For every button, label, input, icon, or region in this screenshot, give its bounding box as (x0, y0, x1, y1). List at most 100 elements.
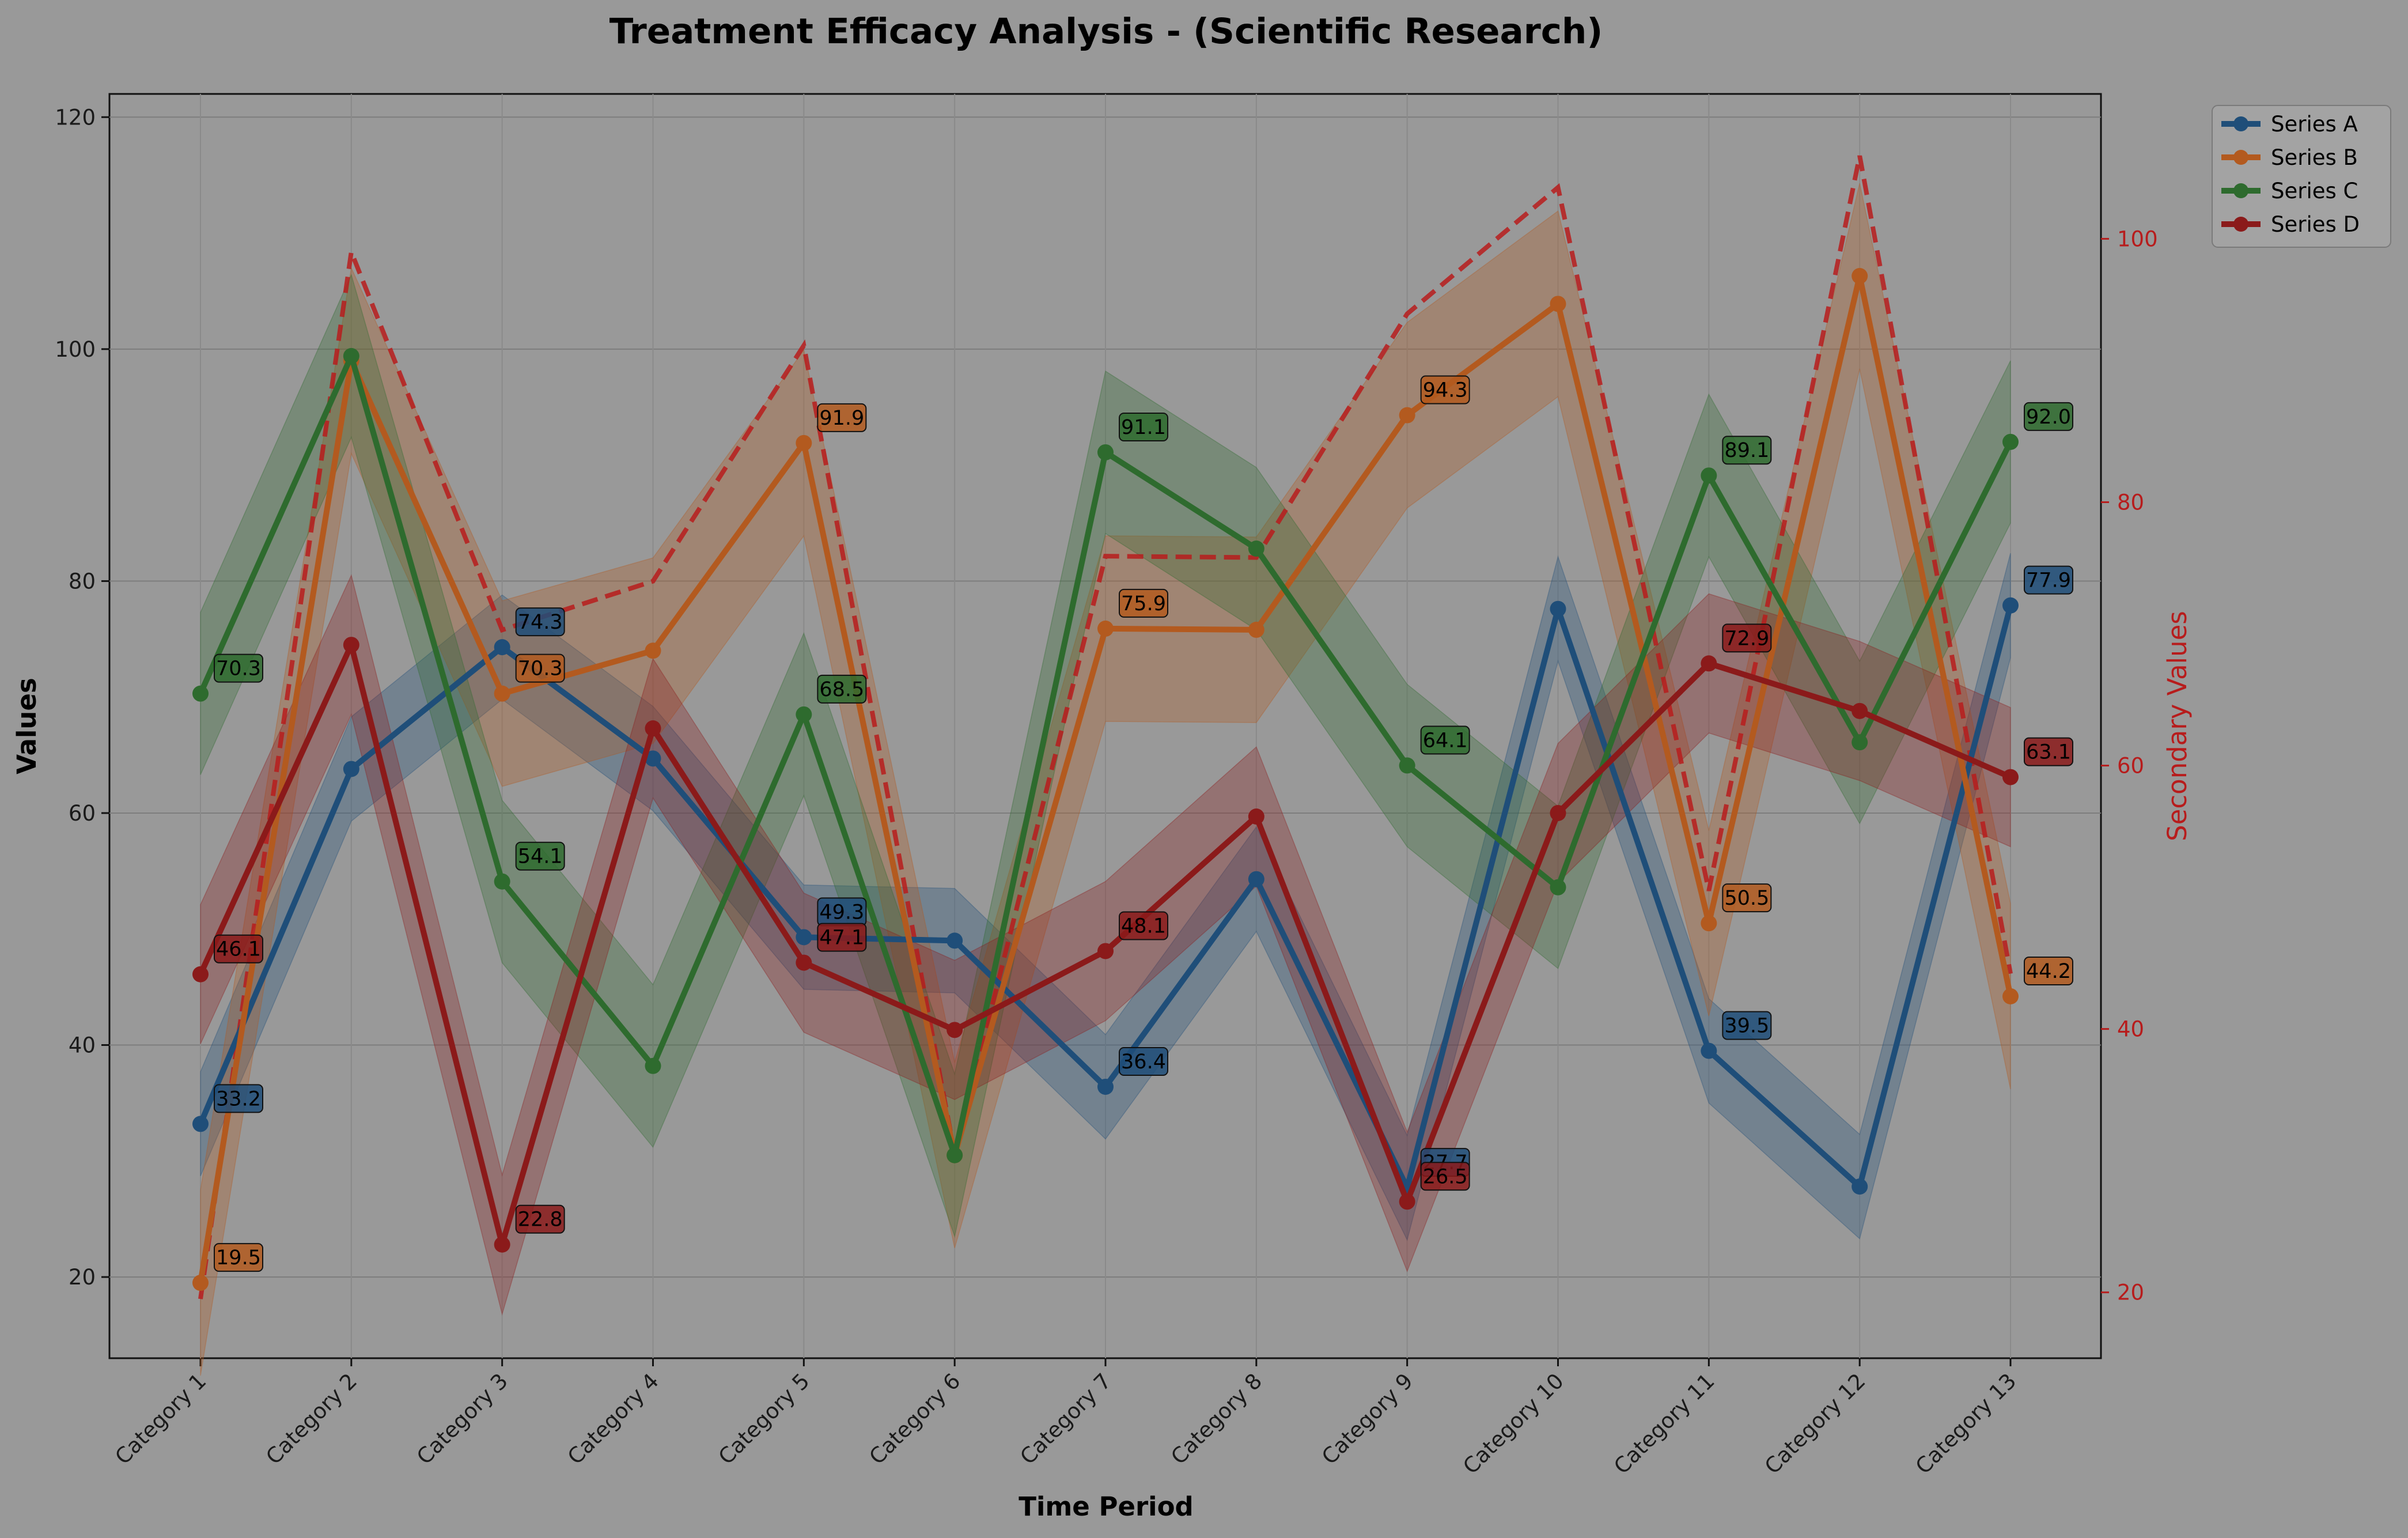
data-label: 39.5 (1724, 1015, 1769, 1038)
data-label-box (214, 934, 263, 963)
data-point (1248, 541, 1264, 557)
data-point (796, 706, 812, 723)
data-label-box (1119, 911, 1168, 940)
confidence-band (200, 183, 2011, 1376)
data-point (1399, 1193, 1415, 1210)
data-point (645, 643, 661, 659)
data-label-box (817, 674, 867, 704)
data-label-box (817, 923, 867, 952)
data-point (1550, 600, 1566, 617)
data-label: 48.1 (1121, 915, 1166, 938)
data-label: 54.1 (518, 845, 563, 868)
y2-tick-label: 60 (2117, 754, 2144, 779)
data-point (343, 761, 359, 777)
y2-tick-label: 40 (2117, 1017, 2144, 1042)
data-point (645, 750, 661, 767)
data-label-box (1420, 1162, 1470, 1191)
data-label-box (2024, 737, 2073, 766)
data-label-box (1722, 436, 1772, 465)
data-label: 77.9 (2026, 569, 2071, 592)
legend-label: Series D (2271, 212, 2360, 237)
data-point (2002, 433, 2019, 450)
data-label-box (1420, 375, 1470, 405)
y2-axis-title: Secondary Values (2162, 611, 2193, 841)
data-label: 91.1 (1121, 416, 1166, 439)
x-tick-label: Category 3 (412, 1369, 513, 1469)
x-tick-label: Category 5 (714, 1369, 815, 1469)
data-label: 72.9 (1724, 627, 1769, 650)
x-tick-label: Category 10 (1458, 1369, 1569, 1479)
data-label: 63.1 (2026, 741, 2071, 764)
data-label: 49.3 (819, 901, 864, 924)
x-tick-label: Category 6 (865, 1369, 966, 1469)
data-label: 47.1 (819, 927, 864, 950)
data-point (343, 347, 359, 364)
data-label-box (2024, 956, 2073, 985)
data-point (946, 1022, 963, 1038)
data-point (2002, 988, 2019, 1004)
data-point (1097, 444, 1114, 460)
data-label: 19.5 (216, 1246, 261, 1269)
legend-label: Series B (2271, 145, 2358, 170)
legend-marker (2233, 183, 2248, 198)
confidence-band (200, 273, 2011, 1238)
data-point (1852, 702, 1868, 719)
data-point (494, 685, 510, 702)
data-point (192, 966, 209, 982)
y2-tick-label: 80 (2117, 490, 2144, 515)
y-axis-title: Values (12, 678, 42, 774)
data-point (1550, 879, 1566, 895)
data-point (1701, 1042, 1717, 1059)
legend-label: Series C (2271, 179, 2358, 203)
data-label-box (515, 1204, 565, 1234)
data-point (494, 1236, 510, 1253)
data-point (343, 637, 359, 653)
data-point (1248, 871, 1264, 887)
data-label: 70.3 (518, 657, 563, 681)
chart-title: Treatment Efficacy Analysis - (Scientifi… (609, 11, 1603, 52)
data-point (1550, 804, 1566, 821)
data-label: 64.1 (1423, 729, 1468, 752)
data-label-box (1119, 1046, 1168, 1076)
data-label: 44.2 (2026, 960, 2071, 983)
data-point (1550, 296, 1566, 312)
data-point (1852, 734, 1868, 751)
secondary-series-line (198, 155, 2013, 1299)
x-tick-label: Category 11 (1609, 1369, 1720, 1479)
data-point (1399, 757, 1415, 774)
legend-marker (2233, 116, 2248, 131)
data-label-box (1119, 588, 1168, 618)
data-label-box (214, 1084, 263, 1113)
data-point (192, 1275, 209, 1291)
legend-label: Series A (2271, 112, 2358, 137)
data-point (494, 639, 510, 656)
y-tick-label: 40 (69, 1033, 96, 1058)
data-label-box (214, 1243, 263, 1272)
y-tick-label: 80 (69, 569, 96, 594)
data-label-box (1420, 725, 1470, 755)
data-label-box (515, 607, 565, 637)
data-point (946, 1147, 963, 1163)
data-label-box (1722, 1011, 1772, 1040)
data-point (1248, 808, 1264, 825)
data-label-box (1722, 883, 1772, 913)
legend-frame (2212, 105, 2391, 248)
data-point (1701, 915, 1717, 932)
data-point (1701, 655, 1717, 672)
x-axis-title: Time Period (1019, 1491, 1193, 1522)
data-point (645, 1057, 661, 1074)
data-point (1852, 268, 1868, 285)
data-point (796, 954, 812, 971)
data-label: 36.4 (1121, 1050, 1166, 1074)
y2-tick-label: 100 (2117, 226, 2158, 251)
data-label: 74.3 (518, 611, 563, 634)
data-point (192, 1116, 209, 1132)
data-label: 22.8 (518, 1208, 563, 1231)
y-tick-label: 20 (69, 1265, 96, 1290)
data-label: 68.5 (819, 678, 864, 701)
y-tick-label: 60 (69, 801, 96, 826)
data-point (1399, 407, 1415, 424)
data-point (1097, 620, 1114, 637)
x-tick-label: Category 12 (1760, 1369, 1871, 1479)
